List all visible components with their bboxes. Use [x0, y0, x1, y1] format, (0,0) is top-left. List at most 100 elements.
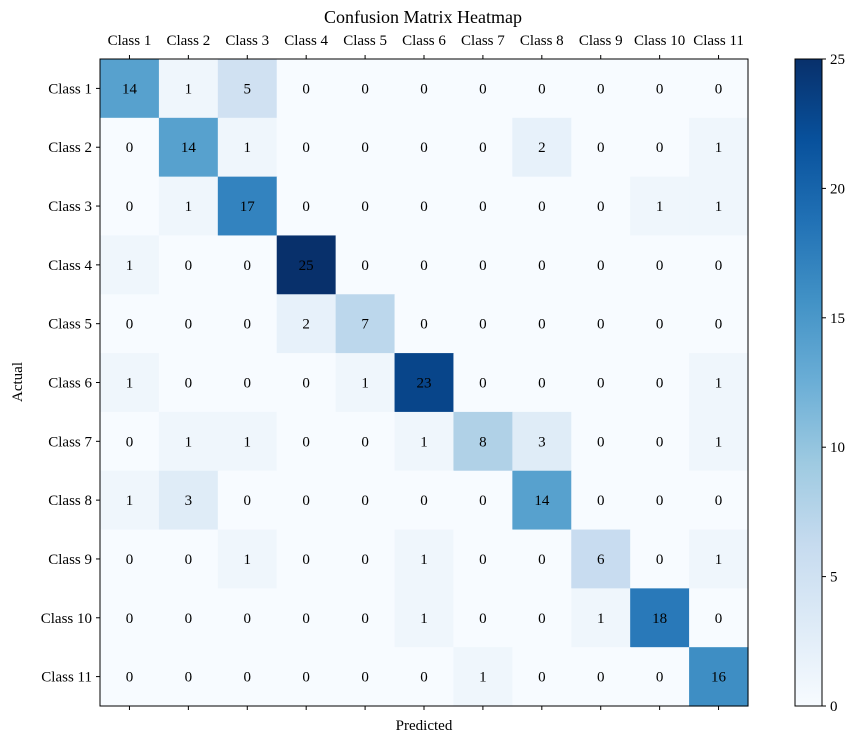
cell-value-label: 0 — [244, 670, 252, 686]
x-tick-label: Class 5 — [343, 33, 387, 49]
heatmap-cell — [571, 235, 631, 295]
heatmap-cells — [100, 59, 749, 707]
heatmap-cell — [100, 59, 160, 119]
cell-value-label: 1 — [715, 552, 723, 568]
cell-value-label: 0 — [656, 317, 664, 333]
cell-value-label: 0 — [597, 317, 605, 333]
heatmap-cell — [100, 411, 160, 472]
cell-value-label: 0 — [479, 493, 487, 509]
cell-value-label: 0 — [126, 317, 134, 333]
heatmap-cell — [217, 117, 278, 178]
heatmap-cell — [453, 411, 513, 472]
cell-value-label: 5 — [244, 81, 252, 97]
cell-value-label: 0 — [538, 81, 546, 97]
cell-value-label: 0 — [420, 493, 428, 509]
cell-value-label: 0 — [715, 317, 723, 333]
heatmap-cell — [335, 529, 396, 589]
y-tick-label: Class 5 — [48, 317, 92, 333]
heatmap-cell — [453, 176, 513, 237]
cell-value-label: 0 — [656, 140, 664, 156]
cell-value-label: 0 — [361, 199, 369, 215]
heatmap-cell — [453, 235, 513, 295]
cell-value-label: 0 — [361, 611, 369, 627]
x-axis-label: Predicted — [396, 718, 453, 734]
heatmap-cell — [158, 117, 219, 178]
y-tick-label: Class 7 — [48, 434, 92, 450]
x-tick-label: Class 11 — [693, 33, 744, 49]
cell-value-label: 0 — [479, 317, 487, 333]
heatmap-cell — [571, 647, 631, 707]
cell-value-label: 0 — [538, 552, 546, 568]
cell-value-label: 2 — [538, 140, 546, 156]
heatmap-cell — [571, 353, 631, 413]
heatmap-cell — [453, 59, 513, 119]
heatmap-cell — [335, 411, 396, 472]
heatmap-cell — [158, 411, 219, 472]
heatmap-cell — [100, 176, 160, 237]
cell-value-label: 0 — [420, 317, 428, 333]
cell-value-label: 6 — [597, 552, 605, 568]
x-tick-label: Class 7 — [461, 33, 505, 49]
heatmap-cell — [335, 647, 396, 707]
heatmap-cell — [630, 353, 690, 413]
heatmap-cell — [689, 117, 749, 178]
heatmap-cell — [689, 411, 749, 472]
x-tick-label: Class 6 — [402, 33, 446, 49]
cell-value-label: 0 — [302, 434, 310, 450]
cell-value-label: 14 — [122, 81, 138, 97]
cell-value-label: 0 — [538, 317, 546, 333]
heatmap-cell — [394, 235, 455, 295]
cell-value-label: 0 — [597, 434, 605, 450]
heatmap-cell — [689, 235, 749, 295]
heatmap-cell — [689, 588, 749, 648]
heatmap-cell — [335, 470, 396, 531]
cell-value-label: 0 — [479, 376, 487, 392]
heatmap-cell — [217, 411, 278, 472]
cell-value-label: 0 — [656, 434, 664, 450]
heatmap-cell — [630, 588, 690, 648]
heatmap-cell — [158, 235, 219, 295]
cell-value-label: 1 — [126, 258, 134, 274]
y-tick-label: Class 3 — [48, 199, 92, 215]
cell-value-label: 0 — [302, 611, 310, 627]
heatmap-cell — [158, 647, 219, 707]
heatmap-cell — [453, 588, 513, 648]
cell-value-label: 0 — [361, 434, 369, 450]
x-tick-label: Class 8 — [520, 33, 564, 49]
x-tick-label: Class 1 — [108, 33, 152, 49]
heatmap-cell — [571, 588, 631, 648]
cell-value-label: 1 — [185, 81, 193, 97]
cell-value-label: 14 — [534, 493, 550, 509]
cell-value-label: 0 — [185, 376, 193, 392]
heatmap-cell — [276, 176, 337, 237]
cell-value-label: 0 — [126, 670, 134, 686]
cell-value-label: 1 — [715, 434, 723, 450]
heatmap-cell — [276, 647, 337, 707]
heatmap-cell — [571, 59, 631, 119]
heatmap-cell — [335, 588, 396, 648]
cell-value-label: 0 — [126, 611, 134, 627]
cell-value-label: 0 — [715, 81, 723, 97]
heatmap-cell — [276, 588, 337, 648]
y-tick-label: Class 2 — [48, 140, 92, 156]
cell-value-label: 1 — [420, 434, 428, 450]
cell-value-label: 0 — [302, 140, 310, 156]
cell-value-label: 1 — [420, 611, 428, 627]
heatmap-cell — [100, 647, 160, 707]
heatmap-cell — [276, 235, 337, 295]
cell-value-label: 1 — [715, 140, 723, 156]
heatmap-cell — [630, 529, 690, 589]
heatmap-cell — [689, 647, 749, 707]
heatmap-cell — [453, 470, 513, 531]
heatmap-cell — [512, 59, 572, 119]
cell-value-label: 0 — [656, 376, 664, 392]
cell-value-label: 18 — [652, 611, 667, 627]
cell-value-label: 0 — [479, 552, 487, 568]
chart-title: Confusion Matrix Heatmap — [324, 7, 522, 27]
cell-value-label: 0 — [302, 670, 310, 686]
heatmap-cell — [689, 529, 749, 589]
heatmap-cell — [512, 588, 572, 648]
heatmap-cell — [512, 117, 572, 178]
cell-value-label: 0 — [597, 258, 605, 274]
heatmap-cell — [217, 59, 278, 119]
